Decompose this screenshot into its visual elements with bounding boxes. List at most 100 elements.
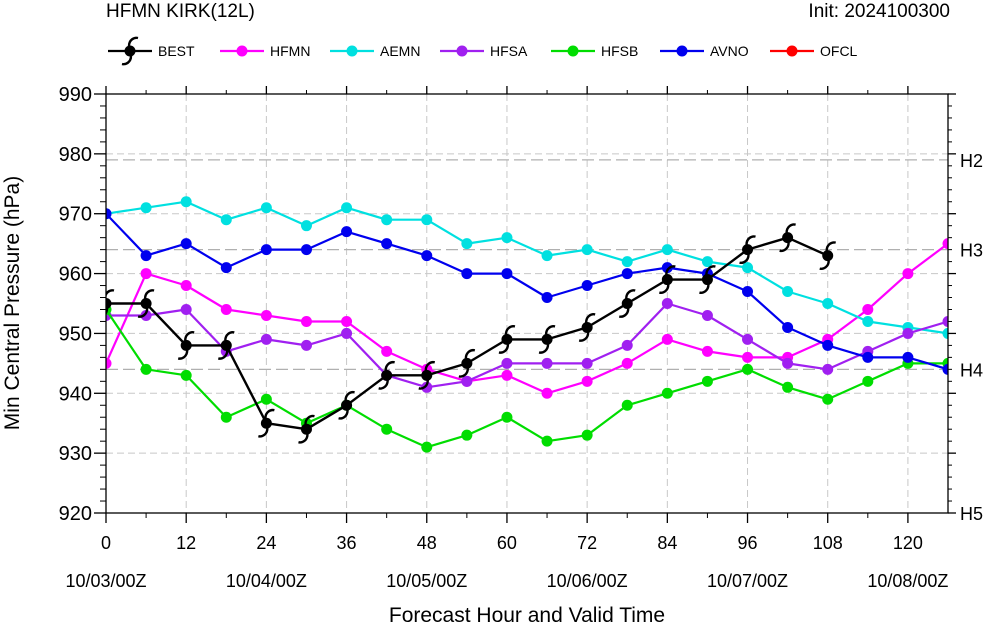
data-point-hfsa	[701, 309, 713, 321]
data-point-avno	[300, 244, 312, 256]
init-time: Init: 2024100300	[808, 1, 950, 22]
date-tick-label: 10/05/00Z	[386, 571, 467, 591]
data-point-hfsa	[300, 339, 312, 351]
data-point-aemn	[942, 327, 948, 339]
data-point-hfsb	[220, 411, 232, 423]
data-point-avno	[782, 321, 794, 333]
data-point-hfmn	[862, 303, 874, 315]
x-tick-label: 24	[256, 533, 276, 553]
best-track-marker	[418, 360, 436, 390]
data-point-hfmn	[341, 315, 353, 327]
grid-lines	[106, 94, 948, 513]
y-axis: 920 930 940 950 960 970 980 990	[59, 84, 956, 525]
legend-label: HFMN	[270, 43, 310, 59]
data-point-hfsb	[541, 435, 553, 447]
data-point-aemn	[501, 232, 513, 244]
series-aemn	[106, 196, 948, 339]
data-point-hfsa	[782, 357, 794, 369]
data-point-avno	[581, 280, 593, 292]
legend-hurricane-icon	[121, 36, 139, 66]
y-tick-label: 950	[59, 323, 92, 345]
date-tick-label: 10/08/00Z	[867, 571, 948, 591]
data-point-hfmn	[381, 345, 393, 357]
data-point-avno	[260, 244, 272, 256]
legend-item-hfsa: HFSA	[440, 43, 528, 59]
data-point-hfmn	[180, 280, 192, 292]
best-track-marker	[779, 223, 796, 253]
data-point-hfsb	[140, 363, 152, 375]
data-point-hfsa	[260, 333, 272, 345]
data-point-hfsb	[381, 423, 393, 435]
data-point-hfsa	[581, 357, 593, 369]
intensity-label-h5: H5	[960, 504, 983, 524]
data-point-aemn	[300, 220, 312, 232]
legend-label: AVNO	[710, 43, 749, 59]
best-track-marker	[659, 265, 676, 294]
y-tick-label: 980	[59, 144, 92, 166]
data-point-aemn	[822, 298, 834, 309]
data-point-avno	[661, 262, 673, 274]
data-point-avno	[621, 268, 633, 280]
best-track-marker	[618, 289, 636, 318]
data-point-hfsa	[902, 327, 914, 339]
x-tick-label: 12	[176, 533, 196, 553]
best-track-marker	[819, 241, 837, 270]
data-point-hfmn	[220, 303, 232, 315]
data-point-hfsb	[180, 369, 192, 381]
series-line-hfsb	[106, 308, 948, 449]
data-point-hfmn	[581, 375, 593, 387]
data-point-hfsb	[501, 411, 513, 423]
data-point-aemn	[381, 214, 393, 226]
x-tick-label: 72	[577, 533, 597, 553]
series-line-hfsa	[106, 302, 948, 389]
series-hfmn	[106, 238, 948, 399]
data-point-aemn	[180, 196, 192, 208]
best-track-marker	[137, 289, 155, 318]
y-tick-label: 940	[59, 383, 92, 405]
best-track-marker	[298, 414, 315, 444]
data-point-aemn	[461, 238, 473, 250]
data-point-hfsb	[581, 429, 593, 441]
data-point-hfsa	[341, 327, 353, 339]
data-point-hfsa	[942, 315, 948, 327]
series-avno	[106, 208, 948, 375]
best-track-marker	[498, 325, 516, 354]
legend-label: BEST	[158, 43, 195, 59]
date-tick-label: 10/06/00Z	[547, 571, 628, 591]
data-point-hfsb	[260, 393, 272, 405]
y-axis-title: Min Central Pressure (hPa)	[1, 176, 24, 430]
data-point-avno	[862, 351, 874, 363]
legend-label: AEMN	[380, 43, 420, 59]
legend-marker	[786, 45, 798, 57]
best-track-marker	[258, 408, 275, 438]
y-tick-label: 990	[59, 84, 92, 106]
date-tick-label: 10/03/00Z	[65, 571, 146, 591]
data-point-hfsa	[541, 357, 553, 369]
data-point-hfsb	[621, 399, 633, 411]
data-point-aemn	[701, 256, 713, 268]
data-point-hfsb	[822, 393, 834, 405]
data-point-hfmn	[541, 387, 553, 399]
x-tick-label: 60	[497, 533, 517, 553]
intensity-label-h4: H4	[960, 360, 983, 380]
best-track-marker	[338, 390, 355, 420]
data-point-hfsb	[742, 363, 754, 375]
legend-item-ofcl: OFCL	[770, 43, 858, 59]
data-point-aemn	[341, 202, 353, 214]
data-point-hfmn	[902, 268, 914, 280]
data-point-avno	[180, 238, 192, 250]
data-point-aemn	[862, 315, 874, 327]
data-point-avno	[220, 262, 232, 274]
date-tick-label: 10/04/00Z	[226, 571, 307, 591]
data-point-hfsb	[421, 441, 433, 453]
legend-label: OFCL	[820, 43, 858, 59]
data-point-avno	[461, 268, 473, 280]
data-point-hfsb	[461, 429, 473, 441]
data-point-avno	[822, 339, 834, 351]
data-point-hfsa	[421, 381, 433, 393]
x-tick-label: 84	[657, 533, 677, 553]
legend: BEST HFMN AEMN HFSA HFSB AVNO OFCL	[108, 36, 858, 66]
date-tick-label: 10/07/00Z	[707, 571, 788, 591]
intensity-label-h2: H2	[960, 151, 983, 171]
